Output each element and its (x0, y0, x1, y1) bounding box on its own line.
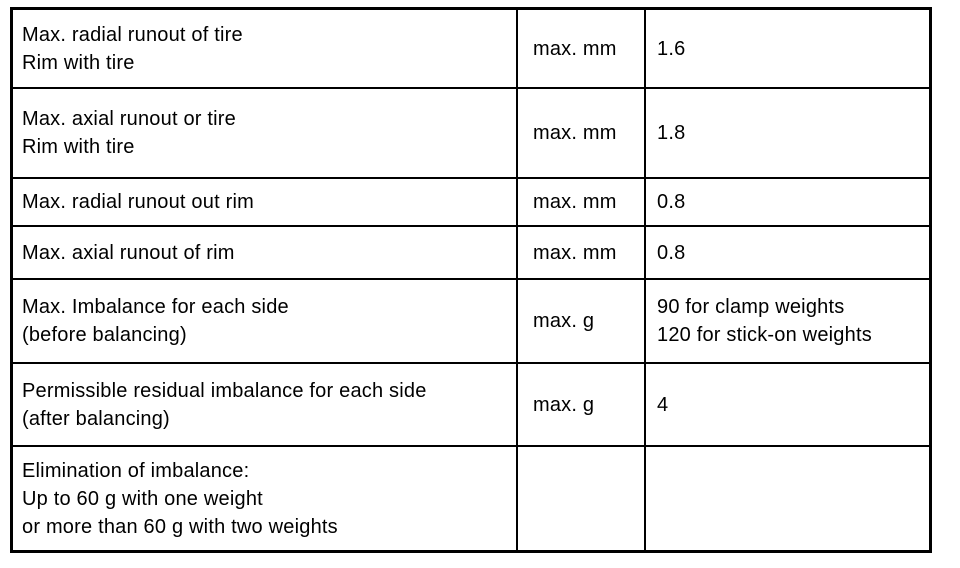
unit-cell: max. g (516, 280, 644, 362)
table-row: Max. radial runout out rim max. mm 0.8 (13, 177, 929, 225)
text-line: (before balancing) (22, 324, 187, 346)
value-cell: 1.6 (644, 10, 929, 87)
text-line: 120 for stick-on weights (657, 324, 872, 346)
value-cell: 0.8 (644, 179, 929, 225)
spec-label-cell: Max. radial runout of tire Rim with tire (13, 10, 516, 87)
text-line: Permissible residual imbalance for each … (22, 379, 427, 402)
text-line: 90 for clamp weights (657, 296, 845, 318)
table-row: Max. radial runout of tire Rim with tire… (13, 10, 929, 87)
value-cell (644, 447, 929, 550)
spec-label-cell: Max. axial runout or tire Rim with tire (13, 89, 516, 177)
unit-cell: max. g (516, 364, 644, 445)
text-line: max. mm (533, 37, 617, 60)
unit-cell: max. mm (516, 10, 644, 87)
text-line: max. mm (533, 241, 617, 264)
unit-cell: max. mm (516, 227, 644, 278)
text-line: Max. radial runout of tire (22, 23, 243, 46)
text-line: Max. axial runout of rim (22, 241, 235, 264)
text-line: Max. radial runout out rim (22, 191, 254, 213)
text-line: Up to 60 g with one weight (22, 487, 263, 510)
unit-cell (516, 447, 644, 550)
runout-imbalance-spec-table: Max. radial runout of tire Rim with tire… (10, 7, 932, 553)
spec-label-cell: Max. axial runout of rim (13, 227, 516, 278)
text-line: 4 (657, 393, 669, 416)
value-cell: 0.8 (644, 227, 929, 278)
text-line: or more than 60 g with two weights (22, 515, 338, 538)
text-line: 1.8 (657, 122, 686, 144)
text-line: Max. Imbalance for each side (22, 296, 289, 318)
spec-label-cell: Max. radial runout out rim (13, 179, 516, 225)
spec-label-cell: Elimination of imbalance: Up to 60 g wit… (13, 447, 516, 550)
table-row: Max. axial runout or tire Rim with tire … (13, 87, 929, 177)
text-line: 0.8 (657, 191, 686, 213)
unit-cell: max. mm (516, 89, 644, 177)
text-line: (after balancing) (22, 407, 170, 430)
text-line: Rim with tire (22, 51, 135, 74)
text-line: max. g (533, 393, 595, 416)
table-row: Max. Imbalance for each side (before bal… (13, 278, 929, 362)
spec-label-cell: Max. Imbalance for each side (before bal… (13, 280, 516, 362)
value-cell: 1.8 (644, 89, 929, 177)
table-row: Elimination of imbalance: Up to 60 g wit… (13, 445, 929, 550)
text-line: max. g (533, 310, 595, 332)
value-cell: 90 for clamp weights 120 for stick-on we… (644, 280, 929, 362)
text-line: Max. axial runout or tire (22, 108, 236, 130)
unit-cell: max. mm (516, 179, 644, 225)
table-row: Max. axial runout of rim max. mm 0.8 (13, 225, 929, 278)
text-line: 0.8 (657, 241, 686, 264)
text-line: Elimination of imbalance: (22, 459, 250, 482)
table-row: Permissible residual imbalance for each … (13, 362, 929, 445)
text-line: max. mm (533, 191, 617, 213)
text-line: Rim with tire (22, 136, 135, 158)
text-line: max. mm (533, 122, 617, 144)
text-line: 1.6 (657, 37, 686, 60)
value-cell: 4 (644, 364, 929, 445)
spec-label-cell: Permissible residual imbalance for each … (13, 364, 516, 445)
